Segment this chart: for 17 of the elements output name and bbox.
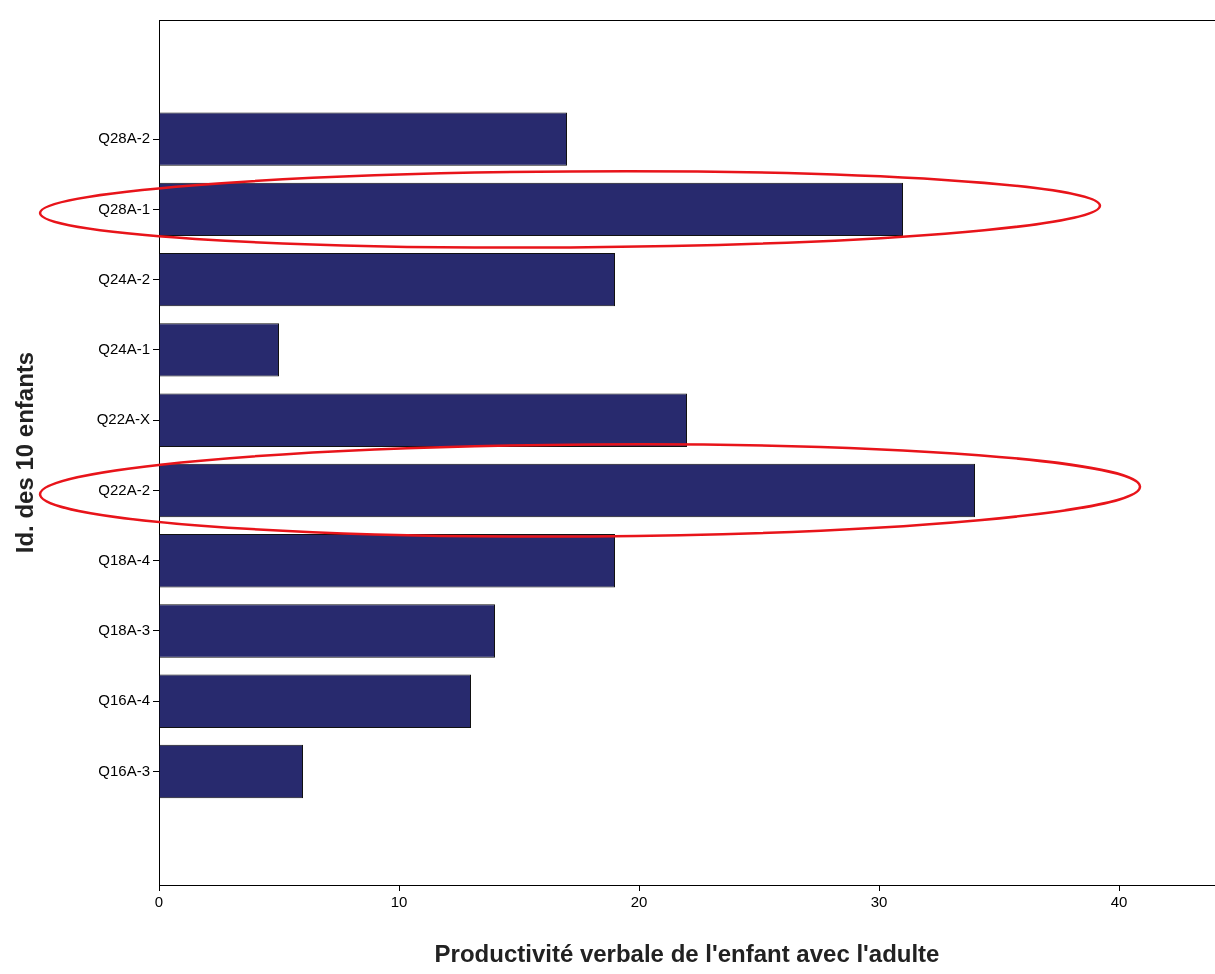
y-axis-title: Id. des 10 enfants [11, 351, 39, 554]
x-axis-title: Productivité verbale de l'enfant avec l'adulte [434, 940, 940, 968]
y-tick-label: Q22A-2 [98, 480, 150, 498]
y-tick-label: Q22A-X [96, 410, 150, 428]
x-tick-label: 30 [870, 893, 888, 911]
x-tick-label: 40 [1110, 893, 1128, 911]
x-tick-label: 10 [390, 893, 408, 911]
y-tick-label: Q28A-1 [98, 199, 150, 217]
y-tick-label: Q28A-2 [98, 129, 150, 147]
x-tick-label: 20 [630, 893, 648, 911]
y-tick-label: Q18A-3 [98, 621, 150, 639]
x-tick-label: 0 [154, 893, 164, 911]
y-tick-label: Q24A-2 [98, 269, 150, 287]
y-tick-label: Q16A-4 [98, 691, 150, 709]
y-tick-label: Q18A-4 [98, 550, 150, 568]
y-tick-label: Q24A-1 [98, 340, 150, 358]
y-tick-label: Q16A-3 [98, 761, 150, 779]
